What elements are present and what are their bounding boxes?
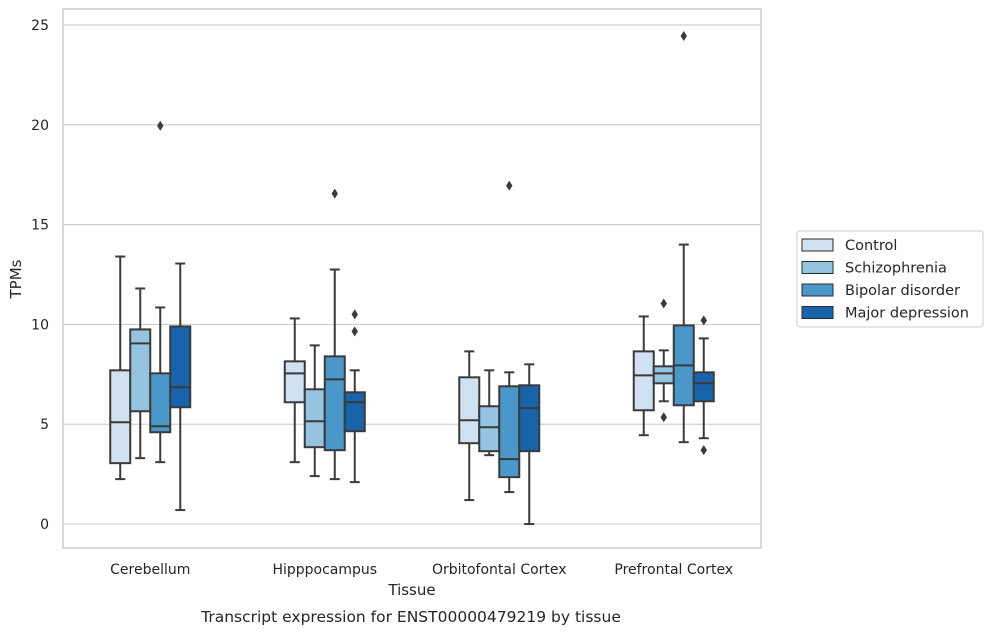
box-1-3	[343, 309, 366, 484]
y-tick-label-15: 15	[31, 218, 49, 234]
box-iqr	[323, 355, 346, 452]
y-tick-label-10: 10	[31, 317, 49, 333]
plot-area	[63, 9, 761, 548]
legend-swatch-3	[801, 306, 834, 319]
outlier-0	[351, 309, 358, 320]
x-tick-label-1: Hipppocampus	[272, 562, 377, 578]
box-iqr	[343, 391, 366, 433]
box-iqr	[458, 376, 481, 445]
outlier-1	[700, 445, 707, 456]
box-0-1	[129, 287, 152, 460]
legend-label-2: Bipolar disorder	[845, 283, 960, 299]
y-axis-label: TPMs	[7, 259, 25, 299]
x-tick-label-2: Orbitofontal Cortex	[432, 562, 567, 578]
legend-label-0: Control	[845, 238, 897, 254]
box-1-1	[303, 344, 326, 478]
box-iqr	[149, 372, 172, 434]
y-tick-label-25: 25	[31, 18, 49, 34]
box-iqr	[632, 350, 655, 412]
outlier-0	[660, 298, 667, 309]
box-0-3	[169, 262, 192, 512]
legend-swatch-1	[801, 261, 834, 274]
box-iqr	[129, 328, 152, 413]
boxes	[109, 30, 715, 526]
box-1-0	[283, 317, 306, 464]
box-2-0	[458, 350, 481, 502]
box-iqr	[169, 325, 192, 409]
legend-swatch-0	[801, 238, 834, 252]
box-iqr	[303, 388, 326, 449]
legend-label-3: Major depression	[845, 306, 969, 322]
y-tick-label-20: 20	[31, 118, 49, 134]
y-tick-labels: 0 5 10 15 20 25	[31, 18, 49, 533]
box-iqr	[652, 365, 675, 385]
x-tick-label-0: Cerebellum	[110, 562, 190, 578]
y-tick-label-5: 5	[40, 417, 49, 433]
box-0-0	[109, 255, 132, 481]
box-2-3	[518, 363, 541, 526]
box-iqr	[692, 371, 715, 403]
outlier-0	[700, 315, 707, 326]
box-iqr	[478, 405, 501, 453]
outlier-0	[506, 180, 513, 191]
x-tick-labels: Cerebellum Hipppocampus Orbitofontal Corte…	[110, 562, 733, 578]
box-iqr	[518, 384, 541, 453]
chart-caption: Transcript expression for ENST0000047921…	[200, 608, 621, 626]
outlier-1	[660, 412, 667, 423]
legend: Control Schizophrenia Bipolar disorder Majo…	[796, 230, 984, 328]
x-tick-label-3: Prefrontal Cortex	[614, 562, 733, 578]
box-2-1	[478, 369, 501, 457]
legend-swatch-2	[801, 283, 834, 297]
legend-label-1: Schizophrenia	[845, 261, 947, 277]
legend-frame	[796, 230, 984, 328]
box-3-2	[672, 30, 695, 444]
outlier-0	[157, 120, 164, 131]
outlier-1	[351, 326, 358, 337]
outlier-0	[680, 30, 687, 41]
y-tick-label-0: 0	[40, 517, 49, 533]
box-0-2	[149, 120, 172, 464]
box-3-3	[692, 315, 715, 456]
plot-frame	[62, 8, 762, 549]
box-iqr	[498, 385, 521, 479]
x-axis-label: Tissue	[387, 581, 435, 599]
outlier-0	[331, 188, 338, 199]
box-iqr	[109, 369, 132, 465]
box-iqr	[283, 360, 306, 404]
